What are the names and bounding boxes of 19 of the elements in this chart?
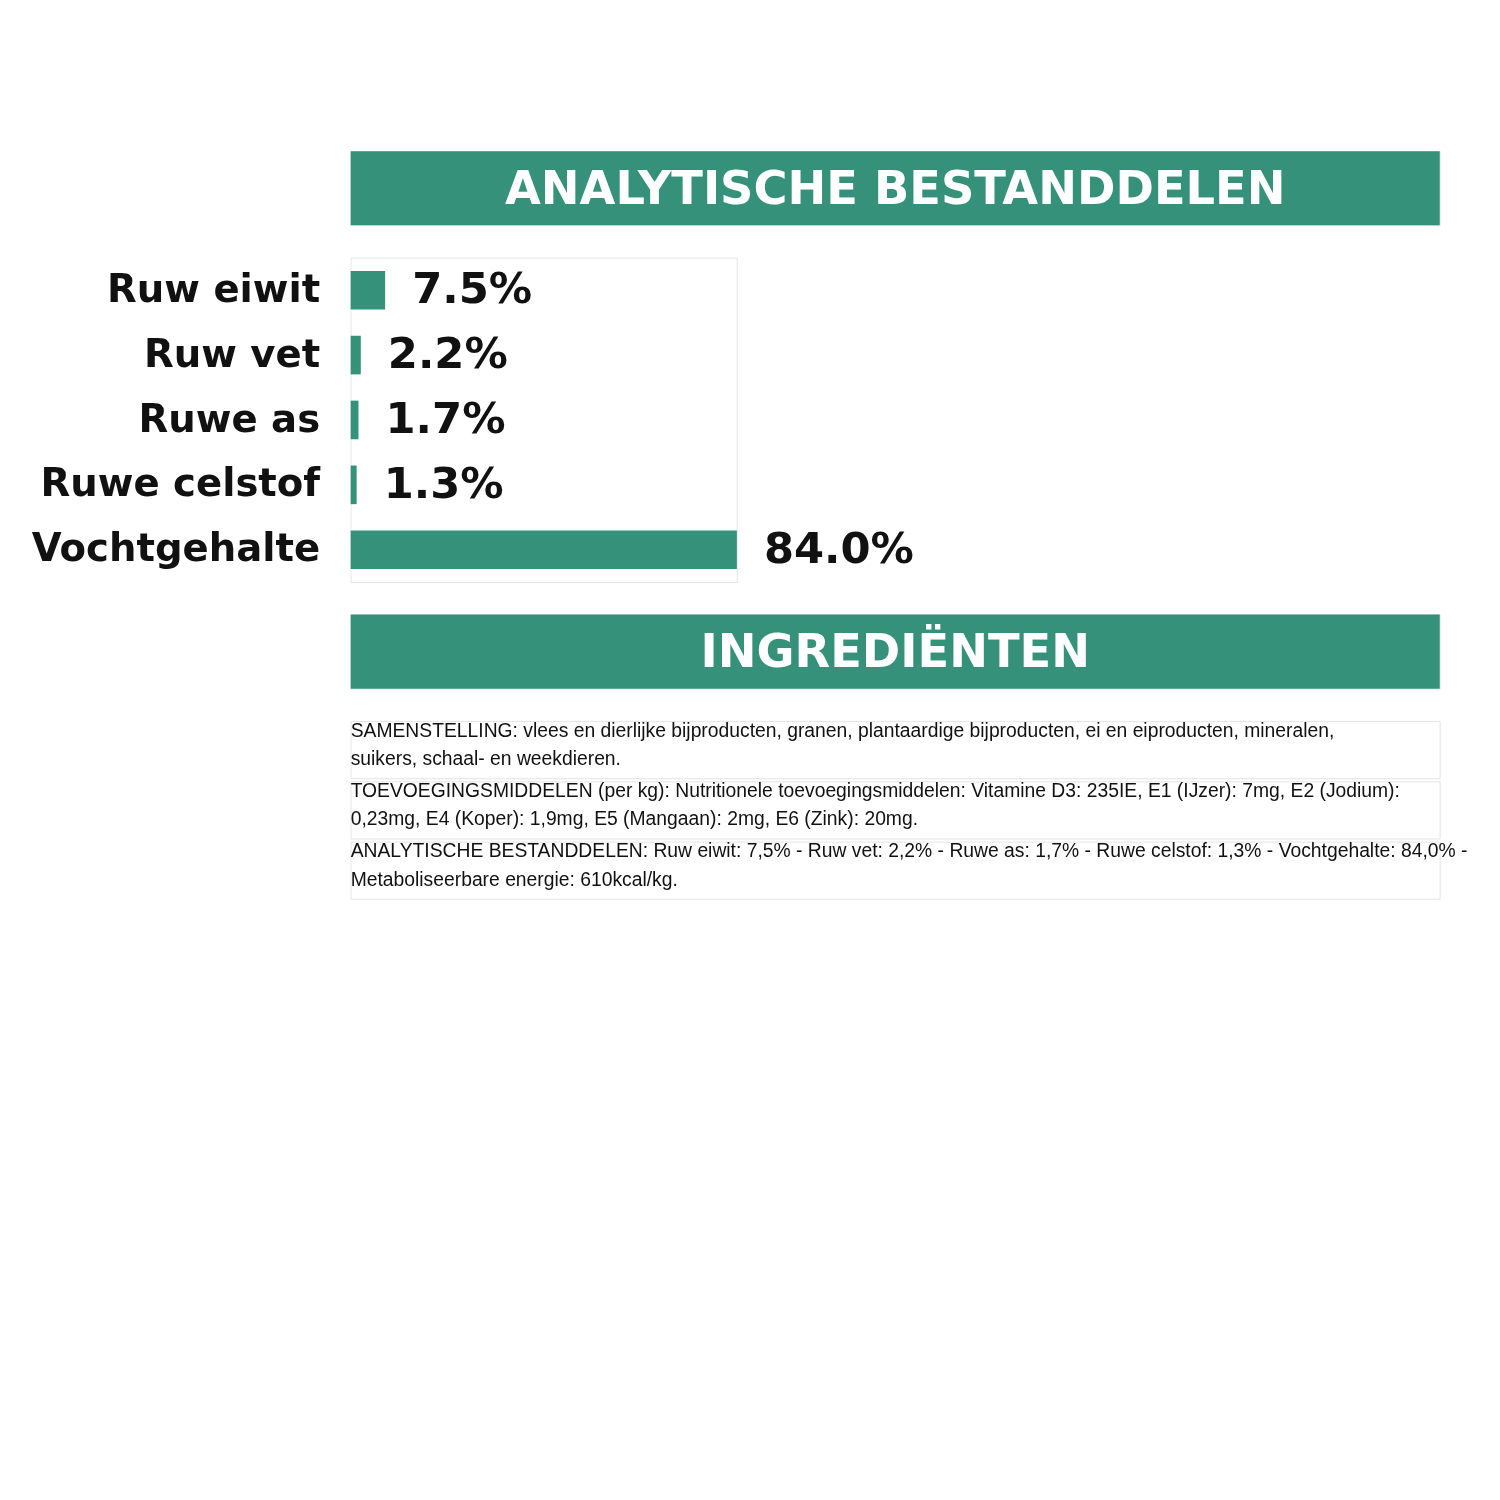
- data-label: 1.3%: [383, 457, 504, 508]
- y-tick-label: Ruw eiwit: [107, 265, 321, 311]
- text: ANALYTISCHE BESTANDDELEN: Ruw eiwit: 7,5% - Ruw vet: 2,2% - Ruwe as: 1,7% - Ruwe celstof: 1,3% - Vochtgehalte: 84,0% - Metaboliseerbare energie: 610kcal/kg.: [350, 840, 1468, 890]
- text: SAMENSTELLING: vlees en dierlijke bijproducten, granen, plantaardige bijproducten, ei en eiproducten, mineralen, suikers, schaal- en weekdieren.: [350, 719, 1335, 770]
- data-label: 1.7%: [385, 393, 506, 444]
- bar: [350, 270, 386, 310]
- bar: [350, 465, 357, 505]
- y-tick-label: Ruwe celstof: [40, 460, 322, 506]
- text: ANALYTISCHE BESTANDDELEN: [504, 160, 1286, 215]
- data-label: 7.5%: [412, 263, 533, 314]
- y-tick-label: Ruwe as: [138, 395, 321, 441]
- data-label: 2.2%: [387, 328, 508, 379]
- text: TOEVOEGINGSMIDDELEN (per kg): Nutritionele toevoegingsmiddelen: Vitamine D3: 235IE, E1 (IJzer): 7mg, E2 (Jodium): 0,23mg, E4 (Koper): 1,9mg, E5 (Mangaan): 2mg, E6 (Zink): 20mg.: [350, 779, 1400, 830]
- text: INGREDIËNTEN: [700, 624, 1090, 679]
- y-tick-label: Ruw vet: [144, 330, 321, 376]
- bar: [350, 530, 737, 570]
- y-tick-label: Vochtgehalte: [31, 525, 321, 571]
- bar: [350, 335, 361, 375]
- data-label: 84.0%: [763, 522, 914, 573]
